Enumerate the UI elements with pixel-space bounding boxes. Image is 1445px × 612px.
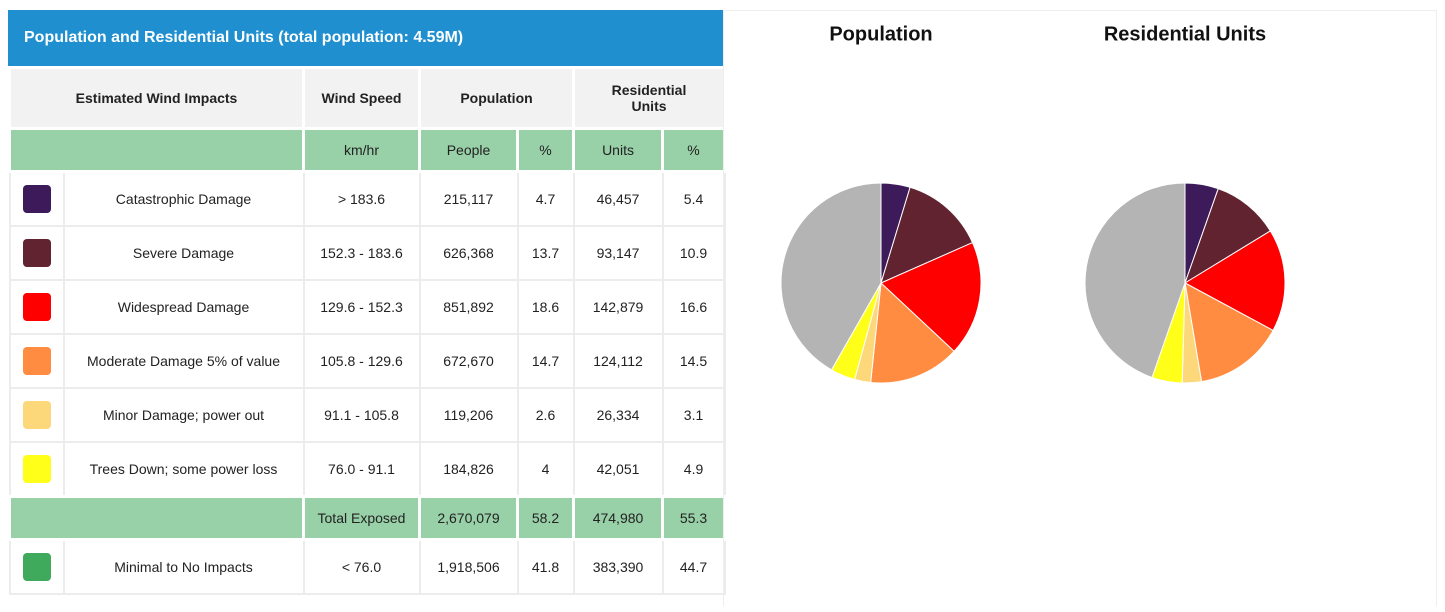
color-swatch [22, 401, 51, 429]
swatch-cell [8, 333, 65, 389]
color-swatch [22, 185, 51, 213]
color-swatch [22, 455, 51, 483]
cell: 2.6 [516, 387, 575, 443]
cell: 10.9 [661, 225, 726, 281]
impact-table: Estimated Wind Impacts Wind Speed Popula… [8, 66, 727, 595]
impact-label: Widespread Damage [62, 279, 305, 335]
cell: 93,147 [572, 225, 664, 281]
cell: 14.7 [516, 333, 575, 389]
swatch-cell [8, 170, 65, 227]
pie-slice [1183, 230, 1286, 332]
pie-slice [870, 281, 955, 384]
pie-slice [1184, 188, 1272, 285]
table-title: Population and Residential Units (total … [8, 10, 723, 66]
cell: 2,670,079 [418, 495, 519, 541]
cell: 672,670 [418, 333, 519, 389]
cell: 105.8 - 129.6 [302, 333, 421, 389]
cell: 383,390 [572, 538, 664, 595]
cell: 26,334 [572, 387, 664, 443]
cell: 46,457 [572, 170, 664, 227]
impact-label: Catastrophic Damage [62, 170, 305, 227]
unit-header: % [515, 127, 576, 173]
blank-cell [8, 127, 305, 173]
color-swatch [22, 553, 51, 581]
swatch-cell [8, 538, 65, 595]
cell: 91.1 - 105.8 [302, 387, 421, 443]
cell: 142,879 [572, 279, 664, 335]
impact-label: Minor Damage; power out [62, 387, 305, 443]
cell: 4.9 [661, 441, 726, 498]
pie-slice [880, 186, 974, 284]
cell: 4.7 [516, 170, 575, 227]
swatch-cell [8, 225, 65, 281]
cell: 42,051 [572, 441, 664, 498]
cell: 13.7 [516, 225, 575, 281]
table-row: Catastrophic Damage > 183.6 215,117 4.7 46,4… [8, 170, 726, 227]
swatch-cell [8, 387, 65, 443]
cell: 129.6 - 152.3 [302, 279, 421, 335]
total-label: Total Exposed [302, 495, 421, 541]
cell: 55.3 [661, 495, 727, 541]
impact-label: Moderate Damage 5% of value [62, 333, 305, 389]
cell: 3.1 [661, 387, 726, 443]
pie-charts: Population Residential Units [780, 23, 1286, 384]
cell: > 183.6 [302, 170, 421, 227]
cell: 215,117 [418, 170, 519, 227]
unit-header: km/hr [302, 127, 421, 173]
impact-label: Severe Damage [62, 225, 305, 281]
column-header: Wind Speed [302, 66, 421, 130]
color-swatch [22, 293, 51, 321]
table-row: Widespread Damage 129.6 - 152.3 851,892 18.… [8, 279, 726, 335]
total-row: Total Exposed 2,670,079 58.2 474,980 55.3 [8, 495, 727, 541]
chart-title: Residential Units [1104, 23, 1266, 45]
table-row: Minimal to No Impacts < 76.0 1,918,506 41.8… [8, 538, 726, 595]
pie-slice [1184, 282, 1274, 383]
cell: 124,112 [572, 333, 664, 389]
color-swatch [22, 239, 51, 267]
table-row: Trees Down; some power loss 76.0 - 91.1 18… [8, 441, 726, 498]
swatch-cell [8, 279, 65, 335]
unit-header: Units [572, 127, 665, 173]
cell: 5.4 [661, 170, 726, 227]
table-row: Severe Damage 152.3 - 183.6 626,368 13.7 93,… [8, 225, 726, 281]
cell: 76.0 - 91.1 [302, 441, 421, 498]
impact-label: Trees Down; some power loss [62, 441, 305, 498]
cell: 41.8 [516, 538, 575, 595]
cell: 626,368 [418, 225, 519, 281]
unit-header: People [418, 127, 519, 173]
swatch-cell [8, 441, 65, 498]
pie-slice [880, 241, 982, 352]
chart-title: Population [829, 23, 932, 45]
table-row: Moderate Damage 5% of value 105.8 - 129.6… [8, 333, 726, 389]
pie-slice [780, 182, 882, 371]
impact-label: Minimal to No Impacts [62, 538, 305, 595]
cell: 4 [516, 441, 575, 498]
color-swatch [22, 347, 51, 375]
cell: 14.5 [661, 333, 726, 389]
cell: 152.3 - 183.6 [302, 225, 421, 281]
cell: 44.7 [661, 538, 726, 595]
cell: 16.6 [661, 279, 726, 335]
table-row: Minor Damage; power out 91.1 - 105.8 119,2… [8, 387, 726, 443]
cell: < 76.0 [302, 538, 421, 595]
cell: 18.6 [516, 279, 575, 335]
column-header: Population [417, 66, 576, 130]
cell: 184,826 [418, 441, 519, 498]
pie-slice [1084, 182, 1186, 379]
blank-cell [8, 495, 305, 541]
cell: 474,980 [572, 495, 665, 541]
charts-panel: Population Residential Units [723, 10, 1437, 606]
column-header: Residential Units [572, 66, 727, 130]
cell: 1,918,506 [418, 538, 519, 595]
cell: 851,892 [418, 279, 519, 335]
column-header: Estimated Wind Impacts [8, 66, 305, 130]
cell: 119,206 [418, 387, 519, 443]
cell: 58.2 [515, 495, 576, 541]
unit-header: % [661, 127, 727, 173]
